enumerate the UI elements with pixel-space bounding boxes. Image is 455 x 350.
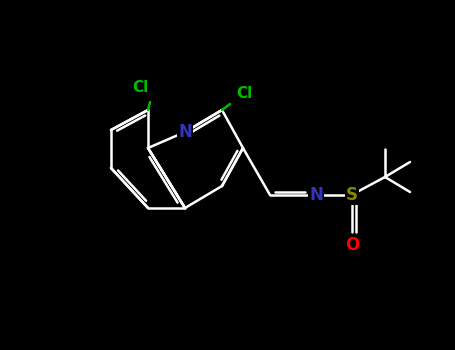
- Text: N: N: [178, 123, 192, 141]
- Text: Cl: Cl: [236, 86, 252, 102]
- Text: Cl: Cl: [132, 80, 148, 96]
- Text: O: O: [345, 236, 359, 254]
- Text: S: S: [346, 186, 358, 204]
- Text: N: N: [309, 186, 323, 204]
